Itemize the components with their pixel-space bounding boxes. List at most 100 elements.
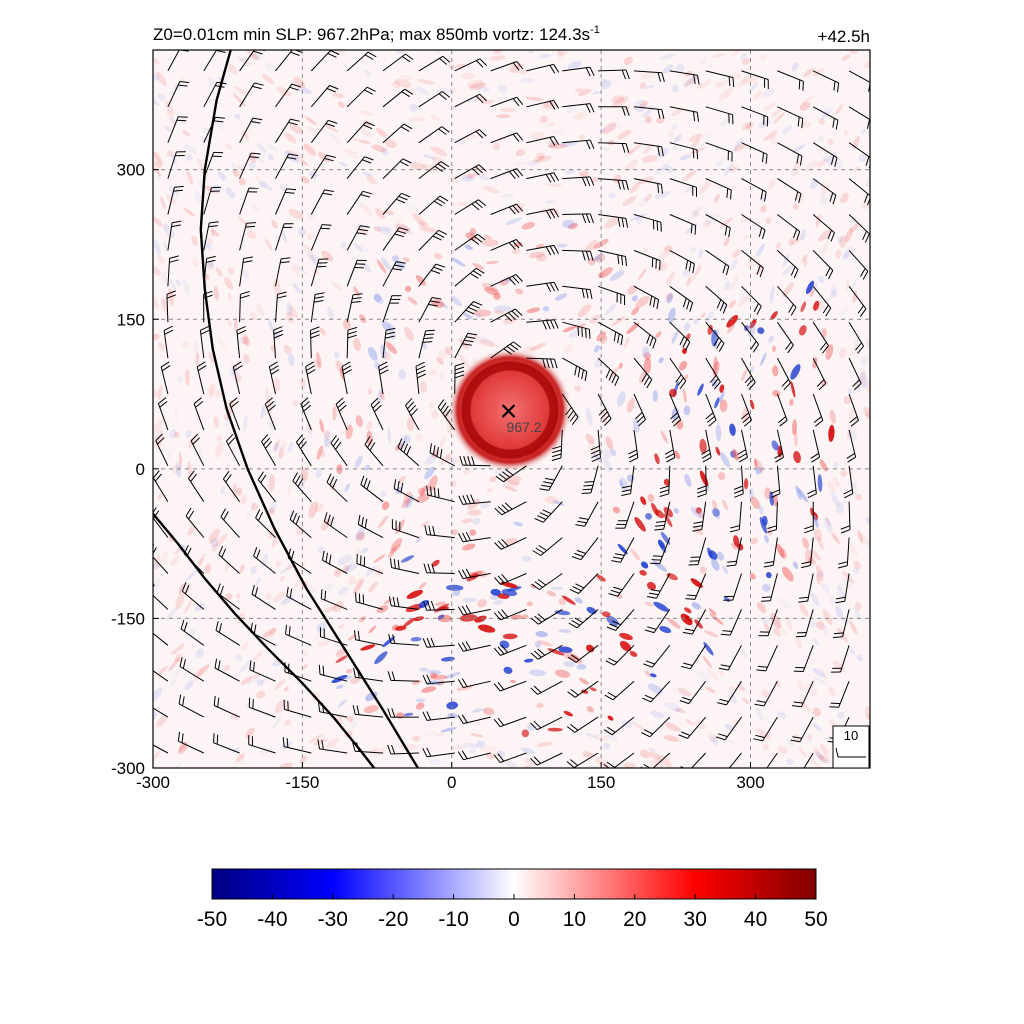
vorticity-cell (171, 669, 181, 677)
vorticity-cell (639, 82, 647, 89)
vorticity-cell (227, 63, 238, 75)
wind-barb (286, 586, 312, 610)
vorticity-cell (430, 146, 448, 157)
vorticity-cell (328, 132, 341, 145)
vorticity-cell (177, 375, 183, 383)
wind-barb (370, 397, 384, 431)
vorticity-cell (249, 311, 257, 320)
vorticity-cell (754, 458, 758, 469)
vorticity-cell (234, 654, 243, 662)
vorticity-cell (280, 741, 293, 749)
vorticity-cell (220, 175, 225, 182)
vorticity-cell (250, 566, 257, 575)
wind-barb (795, 609, 814, 638)
wind-barb (575, 501, 599, 527)
vorticity-cell (514, 161, 527, 166)
vorticity-cell (647, 105, 657, 109)
vorticity-cell (463, 312, 473, 320)
vorticity-cell (741, 57, 751, 66)
vorticity-cell (467, 79, 485, 88)
wind-barb (454, 332, 478, 359)
vorticity-cell (406, 202, 416, 210)
vorticity-cell (799, 101, 811, 111)
wind-barb (490, 341, 522, 359)
colorbar-tick-label: 50 (804, 908, 827, 931)
vorticity-cell (698, 79, 712, 90)
vorticity-cell (379, 391, 385, 401)
vorticity-cell (617, 129, 632, 140)
vorticity-cell (691, 602, 701, 610)
wind-barb (777, 106, 804, 129)
vorticity-cell (513, 521, 523, 527)
wind-barb (568, 609, 599, 629)
vorticity-cell (316, 352, 322, 368)
vorticity-cell (272, 715, 282, 729)
wind-barb (295, 434, 312, 467)
vorticity-cell (655, 117, 665, 124)
vorticity-cell (515, 288, 524, 295)
vorticity-cell (358, 127, 372, 137)
vorticity-cell (837, 627, 848, 643)
vorticity-cell (823, 155, 830, 162)
wind-barb (248, 735, 276, 754)
vorticity-cell (633, 99, 645, 105)
vorticity-cell (474, 313, 483, 318)
vorticity-cell (542, 306, 550, 312)
vorticity-cell (280, 440, 288, 448)
vorticity-cell (346, 668, 353, 674)
vorticity-cell (352, 242, 363, 253)
wind-barb (458, 568, 491, 580)
vorticity-cell (288, 353, 295, 366)
wind-barb (285, 624, 312, 646)
vorticity-cell (855, 494, 863, 501)
wind-barb (633, 70, 665, 83)
vorticity-cell (412, 735, 421, 742)
wind-barb (185, 507, 205, 538)
wind-barb (848, 321, 865, 354)
wind-barb (346, 225, 370, 251)
vorticity-cell (197, 663, 210, 677)
vorticity-cell (319, 419, 325, 433)
vorticity-cell (353, 579, 364, 594)
wind-barb (310, 154, 336, 179)
wind-barb (387, 671, 419, 682)
wind-barb (760, 573, 778, 602)
vorticity-cell (705, 213, 719, 225)
wind-barb (526, 319, 559, 330)
vorticity-cell (456, 685, 473, 691)
vorticity-cell (335, 655, 348, 663)
wind-barb (571, 537, 599, 561)
wind-barb (493, 608, 527, 621)
min-slp-label: 967.2 (507, 419, 542, 435)
y-tick-label: 300 (117, 161, 145, 180)
vorticity-cell (792, 733, 801, 743)
vorticity-cell (404, 85, 416, 95)
vorticity-cell (317, 640, 330, 647)
vorticity-cell (690, 578, 703, 588)
vorticity-cell (721, 565, 729, 575)
vorticity-cell (817, 135, 825, 142)
vorticity-cell (515, 149, 526, 157)
vorticity-cell (166, 449, 173, 461)
vorticity-cell (415, 86, 430, 96)
vorticity-cell (750, 75, 760, 83)
vorticity-cell (430, 672, 438, 679)
vorticity-cell (587, 257, 596, 266)
vorticity-cell (643, 352, 652, 360)
vorticity-cell (637, 268, 647, 281)
vorticity-cell (845, 227, 853, 243)
vorticity-cell (471, 708, 484, 713)
vorticity-cell (554, 669, 571, 678)
vorticity-cell (163, 241, 168, 252)
vorticity-cell (274, 678, 286, 690)
vorticity-cell (462, 597, 477, 603)
vorticity-cell (419, 226, 437, 233)
vorticity-cell (708, 608, 717, 616)
vorticity-cell (733, 74, 742, 80)
vorticity-cell (718, 116, 732, 128)
vorticity-cell (300, 159, 309, 166)
vorticity-cell (181, 341, 189, 348)
vorticity-cell (409, 103, 418, 112)
wind-barb (322, 550, 348, 574)
wind-barb (160, 361, 171, 395)
